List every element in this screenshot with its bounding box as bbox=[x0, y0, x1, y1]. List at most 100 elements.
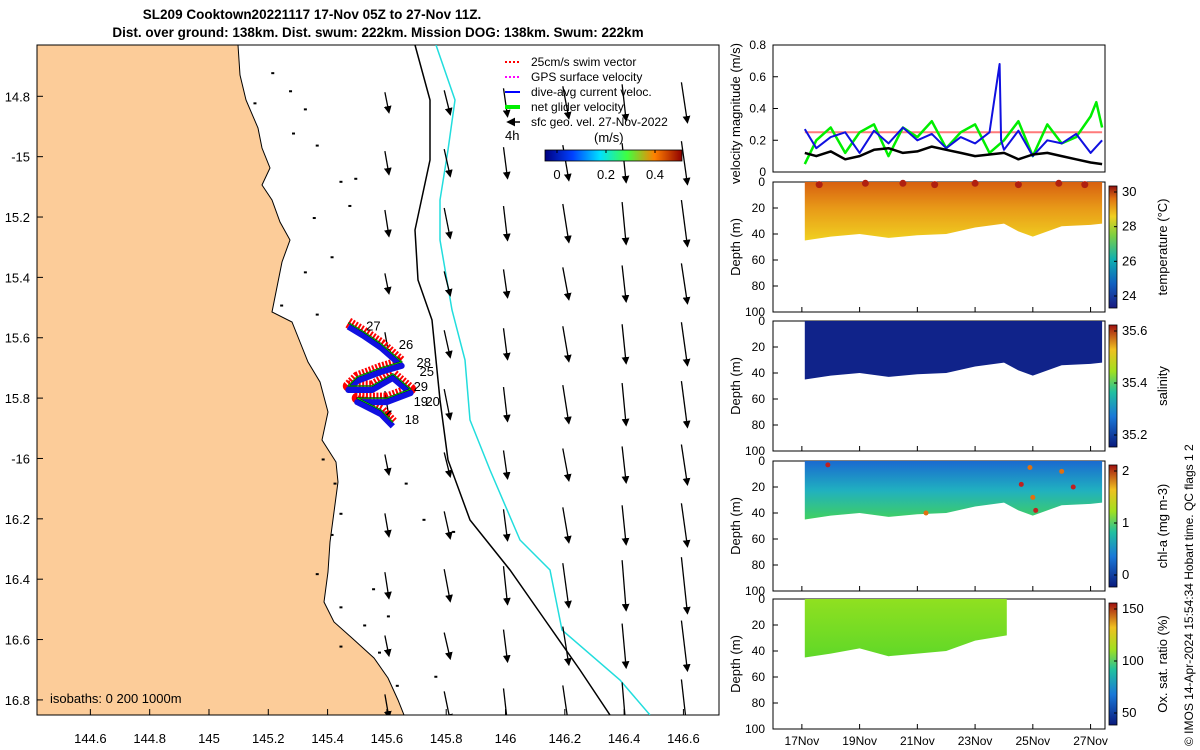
geo-velocity-arrow bbox=[443, 569, 453, 603]
temperature-warm-patch bbox=[861, 179, 869, 187]
geo-velocity-arrow bbox=[502, 328, 511, 361]
map-x-tick-label: 146.4 bbox=[608, 731, 641, 746]
geo-velocity-arrow bbox=[502, 509, 511, 542]
oxygen-colorbar-label: Ox. sat. ratio (%) bbox=[1155, 615, 1170, 713]
chla-high-sample bbox=[825, 462, 831, 468]
geo-velocity-arrow bbox=[502, 147, 511, 180]
geo-velocity-arrow bbox=[621, 383, 630, 427]
geo-velocity-arrow bbox=[562, 326, 572, 363]
isobath-label: isobaths: 0 200 1000m bbox=[50, 691, 182, 706]
colorbar-tick-label: 28 bbox=[1122, 219, 1136, 234]
map-y-tick-label: -15 bbox=[11, 150, 30, 165]
net-glider-velocity-line bbox=[347, 322, 412, 423]
colorbar-unit: (m/s) bbox=[594, 130, 624, 145]
title-line-2: Dist. over ground: 138km. Dist. swum: 22… bbox=[112, 25, 643, 40]
map-y-tick-label: 16.8 bbox=[5, 693, 30, 708]
geo-velocity-arrow bbox=[443, 207, 453, 240]
map-x-tick-label: 146.2 bbox=[549, 731, 582, 746]
geo-velocity-arrow bbox=[621, 505, 630, 546]
depth-tick-label: 100 bbox=[745, 722, 765, 736]
depth-tick-label: 0 bbox=[758, 592, 765, 606]
colorbar-tick-label: 0.4 bbox=[646, 167, 664, 182]
reef-islet bbox=[363, 624, 367, 627]
colorbar-tick-label: 24 bbox=[1122, 288, 1136, 303]
map-x-tick-label: 145.4 bbox=[311, 731, 344, 746]
depth-axis-label: Depth (m) bbox=[728, 635, 743, 693]
legend-label: dive-avg current veloc. bbox=[531, 85, 652, 99]
map-y-tick-label: 14.8 bbox=[5, 89, 30, 104]
chla-high-sample bbox=[1033, 507, 1039, 513]
geo-velocity-arrow bbox=[502, 450, 511, 481]
geo-velocity-arrow bbox=[680, 82, 691, 124]
temperature-warm-patch bbox=[1014, 181, 1022, 189]
chla-section-field bbox=[804, 461, 1103, 520]
temperature-section-field bbox=[804, 182, 1103, 241]
reef-islet bbox=[315, 144, 319, 147]
map-x-tick-label: 145 bbox=[198, 731, 220, 746]
reef-islet bbox=[372, 588, 376, 591]
geo-velocity-arrow bbox=[680, 263, 691, 305]
colorbar-tick-label: 0 bbox=[1122, 567, 1129, 582]
reef-islet bbox=[315, 313, 319, 316]
day-label: 29 bbox=[414, 379, 428, 394]
depth-tick-label: 80 bbox=[752, 279, 766, 293]
geo-velocity-arrow bbox=[680, 199, 691, 248]
temperature-colorbar bbox=[1108, 185, 1118, 309]
map-y-tick-label: 15.6 bbox=[5, 331, 30, 346]
depth-tick-label: 60 bbox=[752, 253, 766, 267]
geo-velocity-arrow bbox=[443, 388, 453, 421]
velocity-y-label: velocity magnitude (m/s) bbox=[728, 43, 743, 184]
reef-islet bbox=[386, 615, 390, 618]
current-vector-band bbox=[345, 324, 414, 429]
reef-islet bbox=[280, 304, 284, 307]
title-line-1: SL209 Cooktown20221117 17-Nov 05Z to 27-… bbox=[143, 7, 481, 22]
map-x-tick-label: 146 bbox=[495, 731, 517, 746]
geo-velocity-arrow bbox=[621, 446, 630, 485]
chla-high-sample bbox=[1059, 468, 1065, 474]
geo-velocity-arrow bbox=[502, 688, 508, 715]
salinity-colorbar-label: salinity bbox=[1155, 366, 1170, 406]
reef-islet bbox=[348, 204, 352, 207]
geo-velocity-arrow bbox=[443, 691, 453, 715]
velocity-series-line bbox=[804, 145, 1103, 166]
geo-velocity-arrow bbox=[383, 454, 392, 476]
depth-tick-label: 40 bbox=[752, 644, 766, 658]
map-y-tick-label: 16.6 bbox=[5, 633, 30, 648]
day-label: 28 bbox=[417, 355, 431, 370]
geo-velocity-arrow bbox=[384, 209, 392, 238]
interval-label: 4h bbox=[505, 128, 519, 143]
velocity-y-tick-label: 0.4 bbox=[749, 102, 766, 116]
depth-tick-label: 80 bbox=[752, 696, 766, 710]
depth-tick-label: 20 bbox=[752, 340, 766, 354]
geo-velocity-arrow bbox=[621, 324, 630, 365]
legend-label: GPS surface velocity bbox=[531, 70, 642, 84]
map-x-tick-label: 145.8 bbox=[430, 731, 463, 746]
geo-velocity-arrow bbox=[443, 90, 453, 116]
day-label: 20 bbox=[425, 394, 439, 409]
geo-velocity-arrow bbox=[621, 682, 626, 715]
velocity-panel: 0 0.2 0.4 0.6 0.8 velocity magnitude (m/s) bbox=[728, 38, 1106, 184]
depth-tick-label: 0 bbox=[758, 175, 765, 189]
geo-velocity-arrow bbox=[680, 503, 691, 548]
colorbar-tick-label: 100 bbox=[1122, 653, 1144, 668]
velocity-y-tick-label: 0.8 bbox=[749, 38, 766, 52]
reef-islet bbox=[339, 606, 343, 609]
reef-islet bbox=[271, 72, 275, 75]
chla-panel: 0 20 40 60 80 100 Depth (m) 2 1 0 chl-a (mg m-3) bbox=[728, 454, 1170, 598]
geo-velocity-arrow bbox=[621, 84, 630, 122]
geo-velocity-arrow bbox=[383, 694, 392, 715]
geo-velocity-arrow bbox=[562, 685, 568, 715]
depth-tick-label: 60 bbox=[752, 532, 766, 546]
geo-velocity-arrow bbox=[443, 511, 453, 540]
colorbar-tick-label: 50 bbox=[1122, 705, 1136, 720]
salinity-section-field bbox=[804, 321, 1103, 380]
geo-velocity-arrow bbox=[562, 626, 572, 667]
reef-islet bbox=[289, 90, 293, 93]
time-tick-label: 27Nov bbox=[1073, 734, 1108, 748]
legend-label: 25cm/s swim vector bbox=[531, 55, 636, 69]
reef-islet bbox=[422, 518, 426, 521]
